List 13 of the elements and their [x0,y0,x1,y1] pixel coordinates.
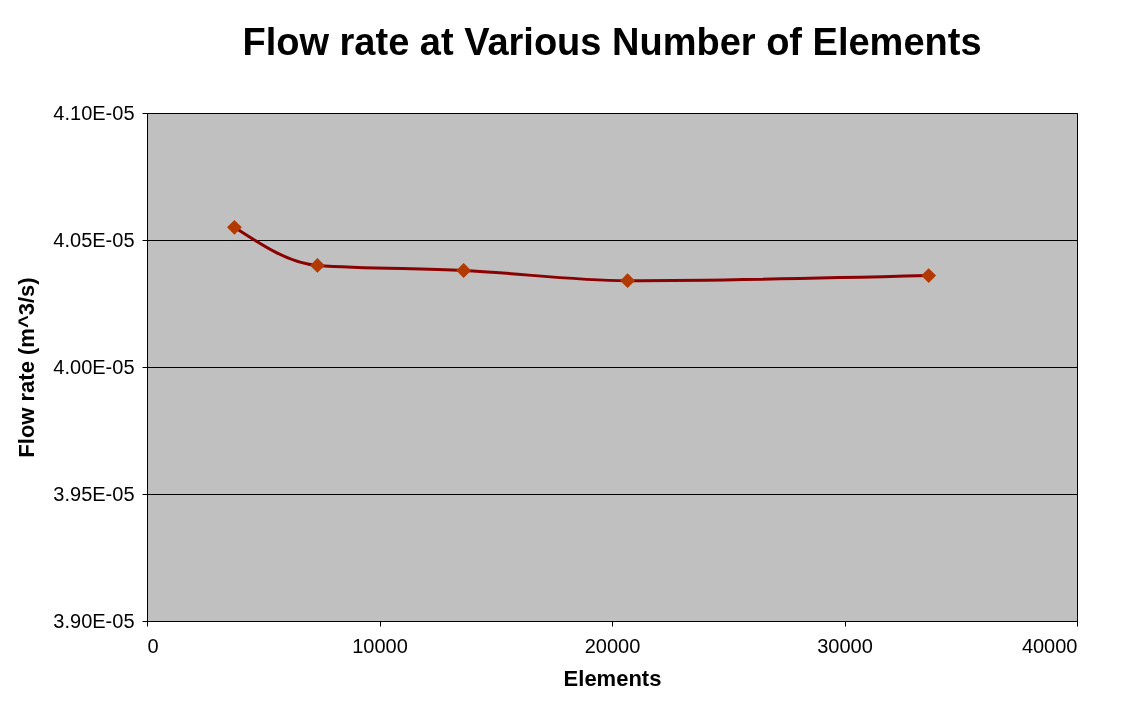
x-axis-title: Elements [563,665,662,691]
y-axis-title: Flow rate (m^3/s) [14,277,40,458]
y-tick-label: 3.90E-05 [53,609,135,632]
x-tick-label: 0 [147,634,159,657]
y-tick-label: 4.05E-05 [53,228,135,251]
y-tick-label: 3.95E-05 [53,482,135,505]
x-tick-label: 40000 [1021,634,1078,657]
x-tick-label: 10000 [352,634,408,657]
x-tick-label: 30000 [817,634,873,657]
chart-title: Flow rate at Various Number of Elements [242,21,982,63]
y-tick-label: 4.00E-05 [53,355,135,378]
x-tick-label: 20000 [584,634,641,657]
y-tick-label: 4.10E-05 [53,101,135,124]
